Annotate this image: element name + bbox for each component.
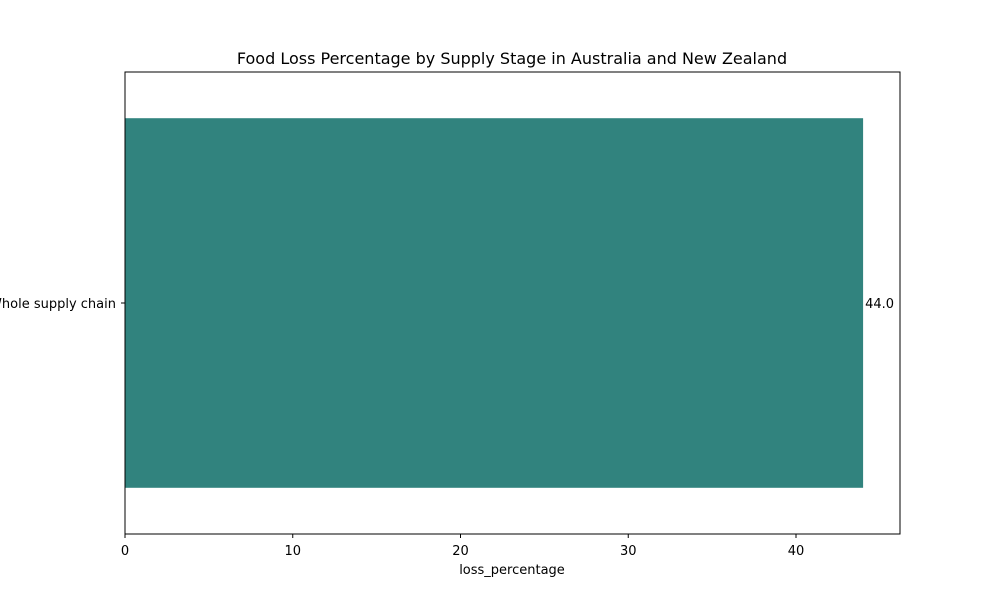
y-tick-label: Whole supply chain bbox=[0, 297, 116, 312]
axes-frame bbox=[124, 71, 901, 535]
plot-area: Whole supply chain 44.0 0 10 20 30 40 bbox=[0, 118, 894, 559]
x-tick-label: 10 bbox=[284, 544, 301, 559]
x-tick-label: 20 bbox=[452, 544, 469, 559]
chart-title: Food Loss Percentage by Supply Stage in … bbox=[237, 49, 787, 68]
data-label: 44.0 bbox=[865, 297, 894, 312]
x-tick-label: 30 bbox=[620, 544, 637, 559]
x-axis-label: loss_percentage bbox=[459, 563, 565, 578]
bar bbox=[125, 118, 864, 488]
x-tick-label: 0 bbox=[121, 544, 129, 559]
x-tick-label: 40 bbox=[788, 544, 805, 559]
